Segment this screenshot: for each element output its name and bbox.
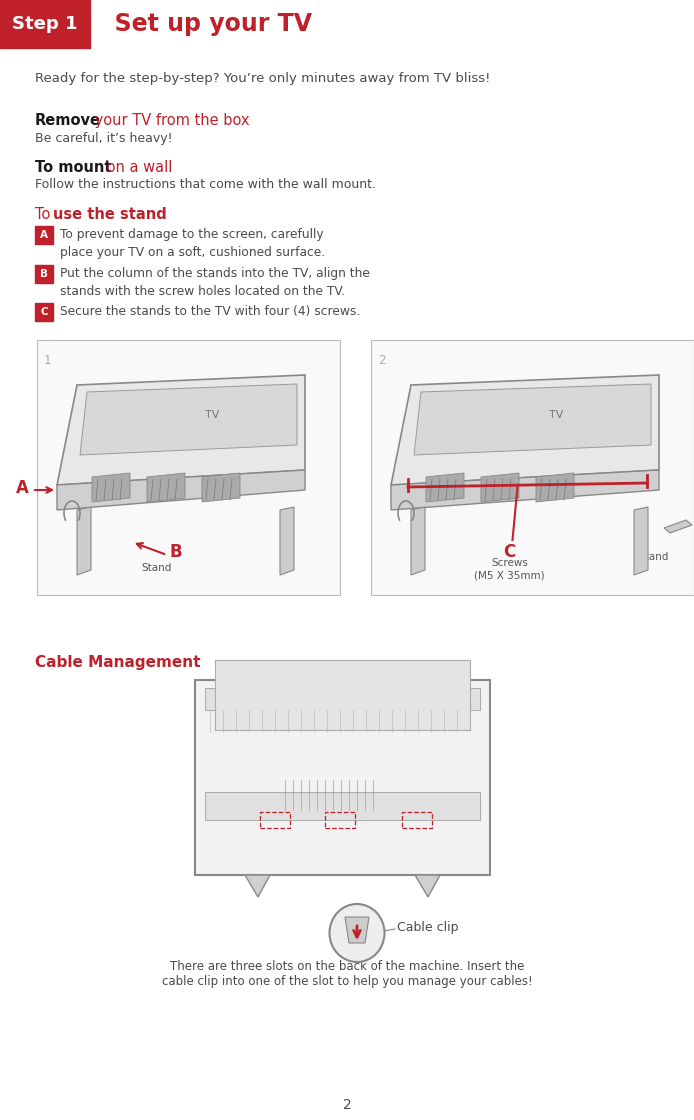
Bar: [402, 812, 432, 828]
Polygon shape: [536, 473, 574, 502]
Polygon shape: [391, 470, 659, 510]
Text: 2: 2: [343, 1098, 351, 1112]
Bar: [205, 688, 480, 710]
Text: B: B: [40, 269, 48, 279]
Text: TV: TV: [205, 410, 219, 420]
Text: your TV from the box: your TV from the box: [90, 113, 250, 128]
Text: Follow the instructions that come with the wall mount.: Follow the instructions that come with t…: [35, 178, 376, 192]
Text: Screws: Screws: [491, 558, 528, 568]
Polygon shape: [634, 507, 648, 575]
Bar: [35, 226, 53, 244]
Text: Be careful, it’s heavy!: Be careful, it’s heavy!: [35, 132, 173, 144]
Text: B: B: [170, 543, 183, 561]
Text: (M5 X 35mm): (M5 X 35mm): [474, 570, 545, 580]
Text: Cable Management: Cable Management: [35, 655, 201, 670]
Bar: [35, 304, 53, 321]
Text: Ready for the step-by-step? You’re only minutes away from TV bliss!: Ready for the step-by-step? You’re only …: [35, 72, 491, 85]
Text: TV: TV: [549, 410, 564, 420]
Bar: [260, 812, 290, 828]
Polygon shape: [391, 375, 659, 485]
Text: 2: 2: [378, 354, 385, 367]
Text: Secure the stands to the TV with four (4) screws.: Secure the stands to the TV with four (4…: [60, 305, 360, 318]
Polygon shape: [57, 470, 305, 510]
Text: Stand: Stand: [638, 552, 669, 562]
Bar: [0, 0, 90, 48]
Text: C: C: [40, 307, 48, 317]
Polygon shape: [202, 473, 240, 502]
Text: There are three slots on the back of the machine. Insert the: There are three slots on the back of the…: [170, 960, 524, 973]
Bar: [215, 660, 470, 730]
Text: Set up your TV: Set up your TV: [98, 12, 312, 36]
Text: Step 1: Step 1: [12, 15, 78, 32]
Text: To prevent damage to the screen, carefully
place your TV on a soft, cushioned su: To prevent damage to the screen, careful…: [60, 228, 325, 259]
Polygon shape: [414, 384, 651, 455]
Text: To: To: [35, 207, 55, 222]
Text: Put the column of the stands into the TV, align the
stands with the screw holes : Put the column of the stands into the TV…: [60, 267, 370, 298]
Bar: [37, 340, 340, 595]
Text: on a wall: on a wall: [102, 160, 172, 175]
Polygon shape: [664, 520, 692, 533]
Bar: [325, 812, 355, 828]
Polygon shape: [426, 473, 464, 502]
Polygon shape: [280, 507, 294, 575]
Text: use the stand: use the stand: [53, 207, 167, 222]
Bar: [205, 792, 480, 820]
Text: cable clip into one of the slot to help you manage your cables!: cable clip into one of the slot to help …: [162, 976, 532, 988]
Polygon shape: [415, 875, 440, 897]
Text: A: A: [40, 230, 48, 240]
Polygon shape: [245, 875, 270, 897]
Polygon shape: [345, 917, 369, 943]
Text: A: A: [16, 479, 29, 497]
Polygon shape: [147, 473, 185, 502]
Polygon shape: [92, 473, 130, 502]
Polygon shape: [80, 384, 297, 455]
Polygon shape: [481, 473, 519, 502]
Ellipse shape: [330, 904, 384, 962]
Text: Stand: Stand: [142, 563, 172, 573]
Polygon shape: [57, 375, 305, 485]
Bar: [35, 265, 53, 283]
Text: C: C: [503, 543, 516, 561]
Bar: [371, 340, 694, 595]
Polygon shape: [411, 507, 425, 575]
Text: Remove: Remove: [35, 113, 101, 128]
Polygon shape: [77, 507, 91, 575]
Bar: [195, 680, 490, 875]
Text: Cable clip: Cable clip: [397, 922, 459, 934]
Text: To mount: To mount: [35, 160, 112, 175]
Text: 1: 1: [44, 354, 51, 367]
